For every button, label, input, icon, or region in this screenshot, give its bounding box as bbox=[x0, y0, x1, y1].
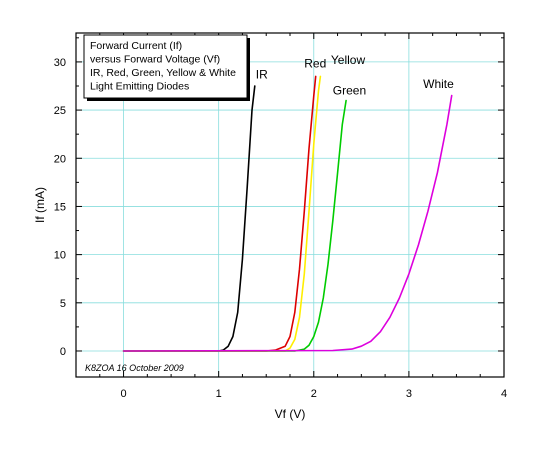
chart-title-line: Light Emitting Diodes bbox=[90, 81, 189, 93]
x-tick-label: 1 bbox=[216, 388, 222, 400]
chart-title-line: IR, Red, Green, Yellow & White bbox=[90, 67, 236, 79]
y-tick-label: 5 bbox=[60, 298, 66, 310]
y-tick-label: 25 bbox=[54, 105, 66, 117]
series-line-ir bbox=[122, 85, 256, 352]
curve-label-ir: IR bbox=[256, 67, 268, 81]
y-tick-label: 15 bbox=[54, 201, 66, 213]
curve-label-red: Red bbox=[304, 57, 326, 71]
x-tick-label: 4 bbox=[501, 388, 507, 400]
curve-label-green: Green bbox=[333, 84, 366, 98]
series-line-white bbox=[122, 94, 453, 352]
curve-label-white: White bbox=[423, 77, 454, 91]
series-line-green bbox=[122, 99, 347, 352]
x-tick-label: 3 bbox=[406, 388, 412, 400]
y-tick-label: 10 bbox=[54, 250, 66, 262]
y-tick-label: 30 bbox=[54, 57, 66, 69]
y-tick-label: 0 bbox=[60, 346, 66, 358]
title-box-frame bbox=[83, 34, 248, 99]
chart-title-line: versus Forward Voltage (Vf) bbox=[90, 54, 220, 66]
chart-title-line: Forward Current (If) bbox=[90, 40, 182, 52]
curve-label-yellow: Yellow bbox=[331, 53, 366, 67]
series-line-red bbox=[122, 75, 317, 352]
annotations: IR Red Yellow Green White K8ZOA 16 October 20… bbox=[85, 53, 454, 373]
credit-text: K8ZOA 16 October 2009 bbox=[85, 363, 184, 373]
x-axis-label: Vf (V) bbox=[275, 407, 306, 421]
series-line-yellow bbox=[122, 75, 322, 352]
title-box: Forward Current (If) versus Forward Volta… bbox=[83, 34, 250, 101]
y-tick-label: 20 bbox=[54, 153, 66, 165]
x-tick-label: 0 bbox=[120, 388, 126, 400]
x-tick-label: 2 bbox=[311, 388, 317, 400]
y-axis-label: If (mA) bbox=[33, 187, 47, 223]
series-layer bbox=[122, 75, 453, 352]
